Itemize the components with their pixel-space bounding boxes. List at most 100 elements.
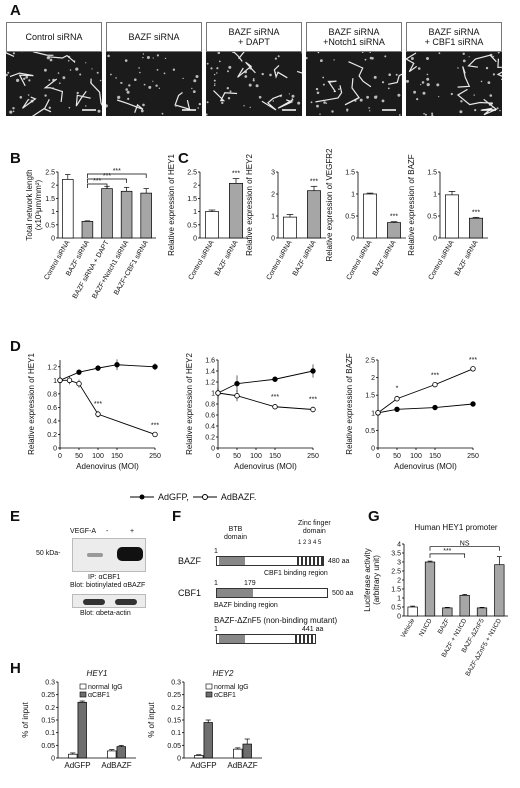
micrograph-image <box>6 52 102 116</box>
panel-letter-e: E <box>10 508 21 525</box>
y-tick-label: 0.5 <box>427 214 437 221</box>
category-label: BAZF siRNA <box>292 239 318 277</box>
panel-letter-b: B <box>10 150 21 167</box>
x-axis-label: Adenovirus (MOI) <box>76 462 139 471</box>
micrograph-label: BAZF siRNA + DAPT <box>206 22 302 52</box>
y-tick-label: 0.1 <box>171 730 181 737</box>
data-point <box>95 365 101 371</box>
x-tick-label: 0 <box>58 453 62 460</box>
y-tick-label: 3 <box>397 560 401 567</box>
panel-letter-a: A <box>10 2 21 19</box>
y-tick-label: 0.3 <box>45 680 55 687</box>
micrograph-3: BAZF siRNA + DAPT <box>206 22 302 132</box>
significance-mark: *** <box>93 178 101 185</box>
category-label: AdBAZF <box>227 761 257 770</box>
legend-label: αCBF1 <box>214 692 236 699</box>
bar <box>81 221 94 239</box>
actin-blot <box>72 594 146 608</box>
y-tick-label: 2.5 <box>365 358 375 365</box>
band-minus <box>87 553 103 557</box>
adbazf-legend-icon <box>192 494 217 500</box>
ip-label: IP: αCBF1 <box>88 574 121 581</box>
vegf-plus: + <box>130 528 135 535</box>
legend-swatch <box>79 691 87 698</box>
bar <box>203 722 213 759</box>
y-tick-label: 0.3 <box>171 680 181 687</box>
data-point <box>152 431 158 438</box>
y-tick-label: 0.6 <box>205 413 215 420</box>
btb-domain-box <box>219 557 245 565</box>
micrograph-label: BAZF siRNA + CBF1 siRNA <box>406 22 502 52</box>
y-tick-label: 1 <box>193 209 197 216</box>
x-tick-label: 100 <box>250 453 262 460</box>
x-tick-label: 250 <box>467 453 479 460</box>
band-plus <box>117 547 143 561</box>
y-axis-label: Relative expression of HEY1 <box>167 154 176 256</box>
x-tick-label: 100 <box>92 453 104 460</box>
bazf-region-label: BAZF binding region <box>214 602 278 609</box>
x-tick-label: 50 <box>75 453 83 460</box>
cbf1-region-label: CBF1 binding region <box>264 570 328 577</box>
btb-label: BTB domain <box>224 526 247 541</box>
bar <box>77 701 87 759</box>
legend-label: αCBF1 <box>88 692 110 699</box>
y-tick-label: 2.5 <box>187 170 197 177</box>
panel-letter-h: H <box>10 660 21 677</box>
y-tick-label: 1 <box>211 391 215 398</box>
series-line <box>217 392 314 410</box>
significance-mark: *** <box>94 401 102 408</box>
series-line <box>377 403 474 414</box>
data-point <box>114 362 120 368</box>
cbf1-protein-bar <box>216 588 328 598</box>
y-axis-label: Relative expression of HEY2 <box>245 154 254 256</box>
micrograph-image <box>106 52 202 116</box>
cbf1-n179: 179 <box>244 580 256 587</box>
y-axis-label: Relative expression of HEY2 <box>185 353 194 455</box>
micrograph-5: BAZF siRNA + CBF1 siRNA <box>406 22 502 132</box>
bar <box>476 607 488 617</box>
y-axis-label: Relative expression of VEGFR2 <box>325 148 334 261</box>
y-axis-label: Relative expression of HEY1 <box>27 353 36 455</box>
panel-letter-f: F <box>172 508 182 525</box>
significance-mark: *** <box>310 178 318 185</box>
category-label: AdBAZF <box>101 761 131 770</box>
x-tick-label: 250 <box>307 453 319 460</box>
category-label: Control siRNA <box>265 239 293 281</box>
significance-bracket <box>87 178 127 183</box>
vegf-minus: - <box>106 528 109 535</box>
data-point <box>375 410 381 416</box>
data-point <box>432 404 438 411</box>
y-tick-label: 0.4 <box>205 424 215 431</box>
mutant-protein-bar <box>216 634 316 644</box>
data-point <box>432 381 438 388</box>
y-tick-label: 0 <box>177 756 181 763</box>
chart-title: HEY2 <box>213 669 234 678</box>
y-tick-label: 1.5 <box>187 196 197 203</box>
bar <box>283 216 297 239</box>
micrograph-4: BAZF siRNA +Notch1 siRNA <box>306 22 402 132</box>
x-tick-label: 100 <box>410 453 422 460</box>
mutant-length: 441 aa <box>302 626 324 633</box>
bar <box>445 194 459 239</box>
y-tick-label: 0.05 <box>41 743 55 750</box>
significance-mark: NS <box>460 541 470 548</box>
y-tick-label: 2 <box>397 578 401 585</box>
micrograph-image <box>206 52 302 116</box>
y-tick-label: 2 <box>371 375 375 382</box>
legend-adgfp: AdGFP, <box>158 492 189 502</box>
y-tick-label: 0.8 <box>205 402 215 409</box>
y-tick-label: 1.5 <box>365 393 375 400</box>
y-tick-label: 0.5 <box>345 214 355 221</box>
bazf-length: 480 aa <box>328 558 350 565</box>
cbf1-length: 500 aa <box>332 590 354 597</box>
legend-swatch <box>205 691 213 698</box>
y-tick-label: 0 <box>271 236 275 243</box>
bar <box>62 179 74 239</box>
y-tick-label: 0 <box>211 446 215 453</box>
y-tick-label: 0.1 <box>45 730 55 737</box>
mutant-btb-box <box>219 635 245 643</box>
data-point <box>310 368 316 374</box>
y-tick-label: 2 <box>271 192 275 199</box>
y-tick-label: 0.2 <box>45 705 55 712</box>
blot1-label: Blot: biotinylated αBAZF <box>70 582 146 589</box>
